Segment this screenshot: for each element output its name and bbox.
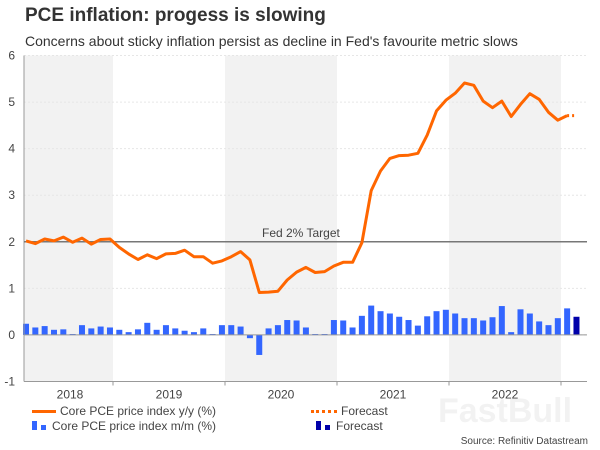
- bar-mm: [452, 313, 459, 335]
- bar-mm: [88, 328, 95, 335]
- bar-mm: [517, 309, 524, 335]
- bar-mm: [144, 322, 151, 335]
- bar-mm: [274, 325, 281, 335]
- legend-item-yy: Core PCE price index y/y (%): [32, 404, 216, 418]
- bar-mm: [256, 334, 263, 355]
- bar-mm: [237, 326, 244, 335]
- bar-mm: [489, 317, 496, 335]
- target-label: Fed 2% Target: [262, 226, 340, 240]
- legend-label: Core PCE price index m/m (%): [52, 419, 217, 433]
- bar-mm: [246, 334, 253, 339]
- legend-label: Core PCE price index y/y (%): [60, 404, 217, 418]
- bar-mm: [23, 323, 29, 335]
- bar-mm: [153, 329, 160, 335]
- bar-mm: [461, 318, 468, 335]
- bar-mm: [442, 309, 449, 335]
- bar-mm: [414, 325, 421, 335]
- bar-mm: [405, 320, 412, 335]
- y-tick-label: 3: [8, 188, 15, 202]
- y-tick-label: 5: [8, 95, 15, 109]
- bar-mm: [97, 326, 104, 335]
- year-band-2022: [449, 55, 561, 382]
- chart-subtitle: Concerns about sticky inflation persist …: [25, 33, 518, 49]
- legend-label: Forecast: [336, 419, 383, 433]
- x-tick-label: 2020: [268, 388, 295, 402]
- bar-mm: [545, 325, 552, 335]
- bar-mm: [125, 332, 132, 335]
- legend-bar-swatch: [32, 421, 37, 430]
- bar-mm: [424, 316, 431, 335]
- chart-title: PCE inflation: progess is slowing: [25, 5, 326, 26]
- bar-mm: [106, 327, 113, 335]
- bar-mm: [172, 328, 179, 335]
- bar-mm: [358, 315, 365, 335]
- bar-mm: [265, 328, 272, 335]
- y-tick-label: 2: [8, 235, 15, 249]
- y-tick-label: 1: [8, 281, 15, 295]
- watermark-logo: FastBull: [438, 392, 572, 430]
- legend-item-mm: Core PCE price index m/m (%): [32, 419, 216, 433]
- bar-mm: [433, 311, 440, 335]
- bar-mm: [134, 329, 141, 335]
- bar-mm: [536, 321, 543, 335]
- legend-bar-forecast-swatch: [316, 421, 321, 430]
- bar-mm: [340, 320, 347, 335]
- bar-mm: [386, 313, 393, 335]
- bar-forecast: [573, 316, 580, 335]
- bar-mm: [162, 325, 169, 335]
- bar-mm: [190, 332, 197, 335]
- legend-label: Forecast: [341, 404, 388, 418]
- bar-mm: [41, 326, 48, 335]
- bar-mm: [396, 316, 403, 335]
- bar-mm: [526, 313, 533, 335]
- bar-mm: [284, 320, 291, 335]
- bar-mm: [330, 320, 337, 335]
- x-tick-label: 2022: [492, 388, 519, 402]
- bar-mm: [554, 318, 561, 335]
- y-tick-label: 0: [8, 328, 15, 342]
- bar-mm: [470, 318, 477, 335]
- bar-mm: [116, 329, 123, 335]
- bar-mm: [498, 306, 505, 335]
- bar-mm: [564, 308, 571, 335]
- legend-item-forecast-bar: Forecast: [316, 419, 383, 433]
- bar-mm: [349, 327, 356, 335]
- x-tick-label: 2019: [156, 388, 183, 402]
- bar-mm: [78, 325, 85, 335]
- y-tick-label: -1: [4, 375, 15, 389]
- bar-mm: [368, 305, 375, 335]
- bar-mm: [508, 332, 515, 335]
- legend-line-swatch: [32, 410, 56, 414]
- bar-mm: [60, 329, 67, 335]
- bar-mm: [181, 330, 188, 335]
- y-tick-label: 6: [8, 49, 15, 63]
- bar-mm: [32, 327, 39, 335]
- bar-mm: [200, 328, 207, 335]
- bar-mm: [228, 325, 235, 335]
- bar-mm: [218, 325, 225, 335]
- legend-item-forecast-line: Forecast: [311, 404, 388, 418]
- x-tick-label: 2021: [380, 388, 407, 402]
- bar-mm: [293, 320, 300, 335]
- legend-dotted-swatch: [311, 410, 337, 414]
- source-note: Source: Refinitiv Datastream: [460, 436, 588, 447]
- bar-mm: [302, 327, 309, 335]
- line-yy: [25, 81, 568, 294]
- bar-mm: [480, 320, 487, 335]
- year-band-2020: [225, 55, 337, 382]
- x-tick-label: 2018: [57, 388, 84, 402]
- y-tick-label: 4: [8, 142, 15, 156]
- bar-mm: [377, 311, 384, 335]
- bar-mm: [50, 329, 57, 335]
